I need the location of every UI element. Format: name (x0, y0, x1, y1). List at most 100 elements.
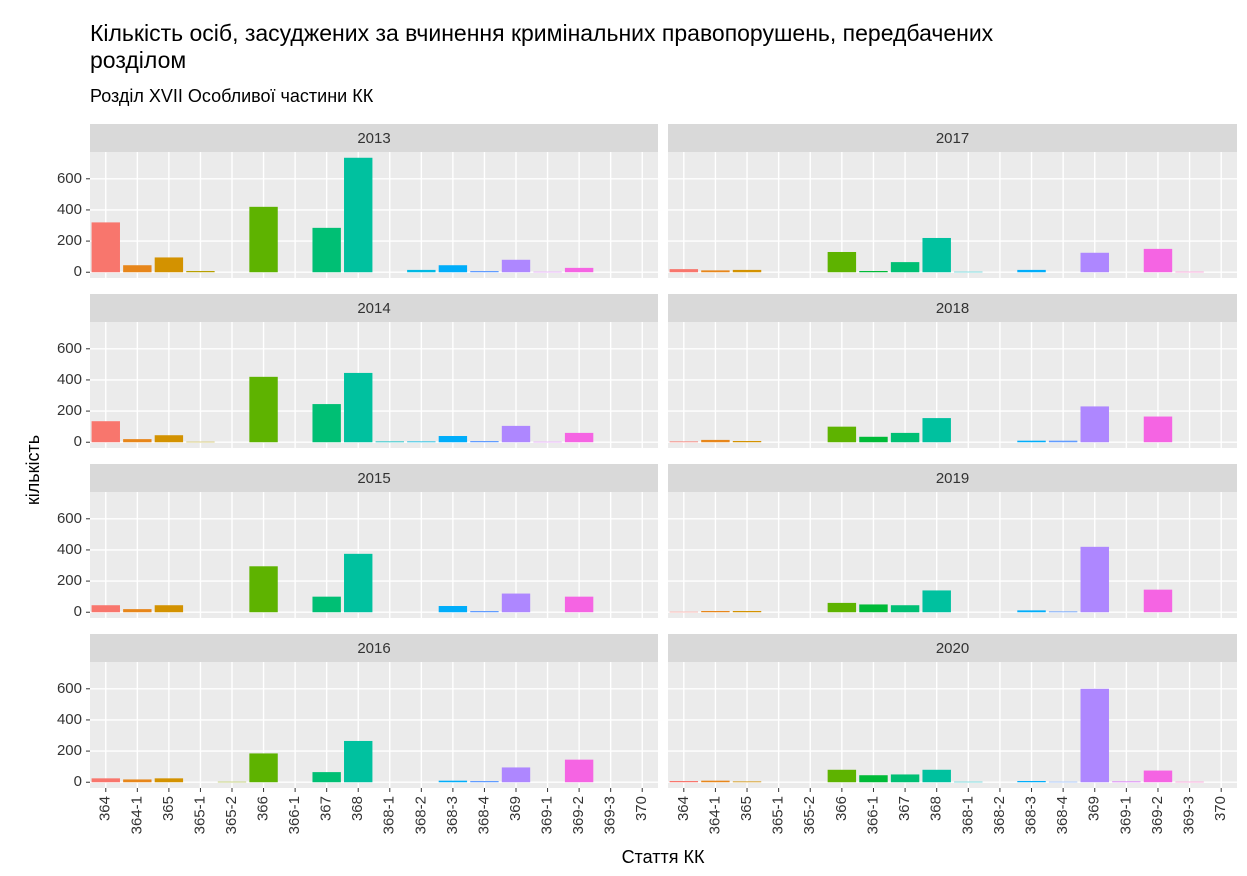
strip (668, 634, 1237, 662)
bar (732, 610, 762, 613)
bar (438, 780, 468, 783)
bar (344, 553, 373, 613)
bar (470, 440, 499, 443)
y-tick-label: 200 (57, 742, 82, 759)
strip (668, 294, 1237, 322)
strip (90, 634, 658, 662)
x-tick-label: 368 (349, 796, 366, 821)
bar (501, 425, 531, 443)
x-tick-label: 369-3 (602, 796, 619, 834)
x-tick-label: 365 (160, 796, 177, 821)
bar (249, 376, 278, 443)
chart-title: Кількість осіб, засуджених за вчинення к… (90, 20, 994, 73)
bar (1017, 610, 1046, 613)
strip-label: 2016 (357, 640, 390, 657)
bar (186, 270, 215, 273)
x-tick-label: 365-1 (191, 796, 208, 834)
bar (1143, 416, 1173, 443)
bar (701, 610, 730, 613)
strip-label: 2015 (357, 470, 390, 487)
x-tick-label: 367 (896, 796, 913, 821)
y-tick-label: 600 (57, 340, 82, 357)
bar (501, 767, 531, 783)
y-tick-label: 400 (57, 371, 82, 388)
panel (668, 322, 1237, 448)
bar (1017, 780, 1046, 783)
bar (312, 772, 341, 783)
y-tick-label: 600 (57, 170, 82, 187)
bar (154, 778, 184, 783)
bar (91, 605, 120, 613)
panel (668, 662, 1237, 788)
bar (890, 432, 920, 443)
bar (249, 753, 278, 783)
x-tick-label: 369 (1086, 796, 1103, 821)
x-tick-label: 369-2 (570, 796, 587, 834)
bar (154, 435, 184, 443)
x-tick-label: 369 (507, 796, 524, 821)
bar (1017, 440, 1046, 443)
bar (859, 775, 888, 783)
bar (249, 206, 278, 273)
y-tick-label: 600 (57, 680, 82, 697)
bar (407, 441, 436, 443)
x-tick-label: 367 (318, 796, 335, 821)
bar (1143, 589, 1173, 613)
bar (701, 439, 730, 443)
bar (564, 759, 594, 783)
x-tick-label: 366 (255, 796, 272, 821)
bar (154, 257, 184, 273)
bar (470, 270, 499, 273)
x-tick-label: 370 (1212, 796, 1229, 821)
bar (922, 418, 951, 443)
bar (669, 441, 699, 443)
strip-label: 2020 (936, 640, 969, 657)
x-tick-label: 368 (928, 796, 945, 821)
bar (407, 269, 436, 273)
bar (501, 259, 531, 273)
x-tick-label: 368-3 (444, 796, 461, 834)
bar (312, 404, 341, 443)
bar (859, 436, 888, 443)
y-tick-label: 200 (57, 402, 82, 419)
x-tick-label: 364 (675, 796, 692, 821)
y-tick-label: 0 (74, 603, 82, 620)
strip (668, 124, 1237, 152)
bar (154, 605, 184, 613)
bar (249, 566, 278, 613)
y-tick-label: 200 (57, 572, 82, 589)
x-axis-label: Стаття КК (622, 847, 705, 867)
x-tick-label: 369-1 (1117, 796, 1134, 834)
bar (123, 779, 152, 783)
bar (123, 439, 152, 443)
bar (890, 774, 920, 783)
bar (922, 769, 951, 783)
x-tick-label: 368-1 (959, 796, 976, 834)
x-tick-label: 366 (833, 796, 850, 821)
x-tick-label: 364-1 (128, 796, 145, 834)
bar (375, 441, 404, 443)
bar (701, 780, 730, 783)
y-tick-label: 400 (57, 201, 82, 218)
bar (91, 222, 120, 273)
bar (1048, 611, 1078, 613)
bar (922, 237, 951, 273)
strip-label: 2019 (936, 470, 969, 487)
bar (732, 440, 762, 443)
bar (470, 780, 499, 783)
bar (859, 604, 888, 613)
bar (859, 270, 888, 273)
strip (90, 464, 658, 492)
strip-label: 2017 (936, 130, 969, 147)
bar (438, 436, 468, 443)
y-tick-label: 0 (74, 433, 82, 450)
bar (123, 609, 152, 613)
bar (669, 269, 699, 273)
bar (564, 596, 594, 613)
strip (90, 294, 658, 322)
bar (123, 265, 152, 273)
bar (501, 593, 531, 613)
strip-label: 2013 (357, 130, 390, 147)
x-tick-label: 369-1 (539, 796, 556, 834)
